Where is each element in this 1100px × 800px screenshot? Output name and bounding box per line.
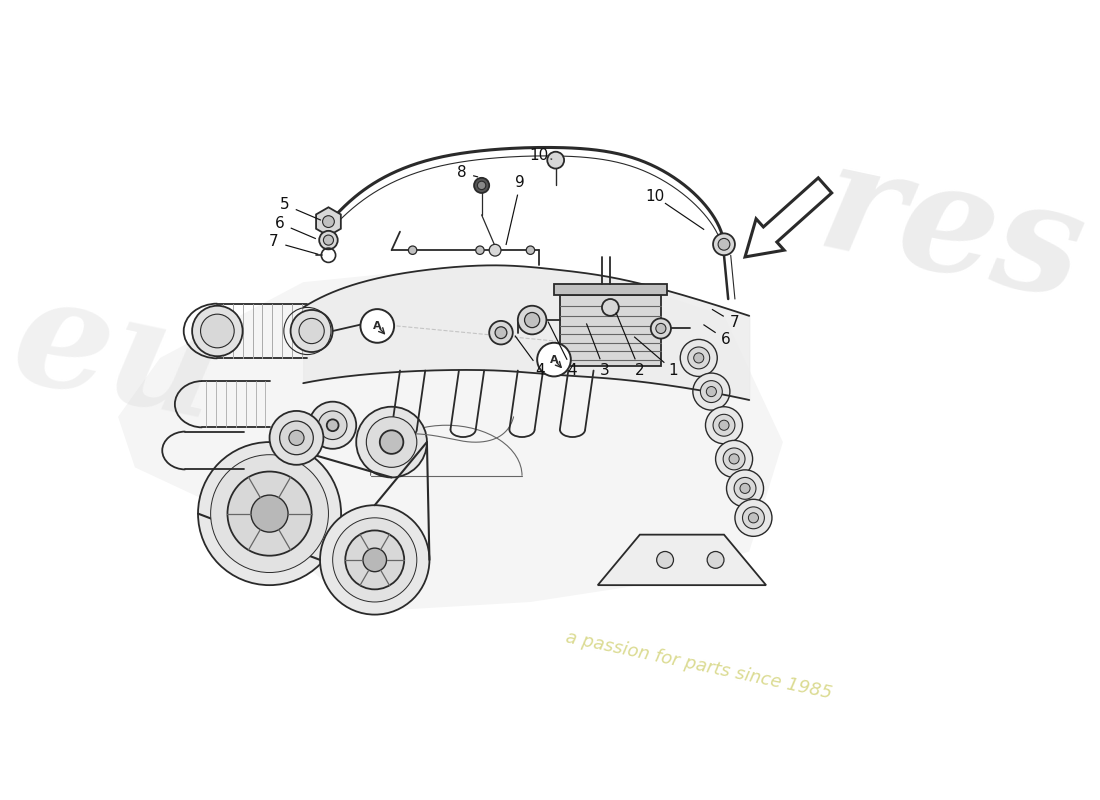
Circle shape: [327, 419, 339, 431]
Text: A: A: [373, 321, 382, 331]
Text: 4: 4: [536, 363, 546, 378]
Polygon shape: [316, 207, 341, 236]
Circle shape: [748, 513, 759, 523]
Circle shape: [332, 518, 417, 602]
Circle shape: [729, 454, 739, 464]
Circle shape: [723, 448, 745, 470]
Circle shape: [726, 470, 763, 507]
Circle shape: [707, 551, 724, 568]
Text: 6: 6: [275, 216, 285, 230]
Circle shape: [490, 244, 500, 256]
Circle shape: [713, 414, 735, 436]
Circle shape: [251, 495, 288, 532]
Circle shape: [299, 318, 324, 344]
Circle shape: [718, 238, 730, 250]
Circle shape: [475, 246, 484, 254]
Circle shape: [477, 181, 486, 190]
Polygon shape: [554, 284, 667, 295]
Text: 10: 10: [646, 189, 664, 204]
Circle shape: [657, 551, 673, 568]
Circle shape: [713, 234, 735, 255]
Text: 6: 6: [720, 332, 730, 347]
Text: 2: 2: [635, 363, 645, 378]
Circle shape: [680, 339, 717, 377]
Circle shape: [361, 309, 394, 342]
Text: 7: 7: [729, 315, 739, 330]
Circle shape: [366, 417, 417, 467]
Circle shape: [656, 323, 666, 334]
Text: 3: 3: [600, 363, 609, 378]
Circle shape: [323, 235, 333, 245]
Text: 8: 8: [456, 166, 466, 180]
Circle shape: [318, 210, 340, 233]
Circle shape: [200, 314, 234, 348]
Circle shape: [740, 483, 750, 494]
Text: a passion for parts since 1985: a passion for parts since 1985: [564, 628, 834, 702]
Text: 4: 4: [568, 363, 578, 378]
Circle shape: [701, 381, 723, 402]
Text: eu: eu: [1, 263, 235, 453]
Circle shape: [526, 246, 535, 254]
Text: A: A: [550, 354, 559, 365]
Circle shape: [322, 216, 334, 227]
Circle shape: [495, 326, 507, 338]
Circle shape: [474, 178, 490, 193]
Circle shape: [198, 442, 341, 585]
Circle shape: [548, 152, 564, 169]
Text: 9: 9: [516, 175, 525, 190]
Polygon shape: [118, 266, 783, 610]
Circle shape: [651, 318, 671, 338]
Text: 7: 7: [268, 234, 278, 250]
Circle shape: [525, 313, 540, 328]
Circle shape: [735, 499, 772, 536]
Circle shape: [356, 406, 427, 478]
Circle shape: [706, 386, 716, 397]
Circle shape: [289, 430, 304, 446]
Circle shape: [228, 471, 311, 556]
Polygon shape: [745, 178, 832, 257]
Circle shape: [319, 231, 338, 250]
Circle shape: [537, 342, 571, 377]
Circle shape: [490, 321, 513, 345]
Circle shape: [318, 411, 346, 439]
Circle shape: [290, 310, 332, 352]
Circle shape: [734, 478, 756, 499]
Circle shape: [279, 421, 313, 454]
Text: res: res: [806, 131, 1096, 332]
Circle shape: [363, 548, 386, 572]
Circle shape: [270, 411, 323, 465]
Circle shape: [210, 454, 329, 573]
Circle shape: [693, 373, 730, 410]
Circle shape: [408, 246, 417, 254]
Circle shape: [345, 530, 404, 590]
Text: 10: 10: [529, 149, 549, 163]
Circle shape: [518, 306, 547, 334]
Circle shape: [719, 420, 729, 430]
Circle shape: [694, 353, 704, 363]
Text: 1: 1: [669, 363, 679, 378]
Circle shape: [309, 402, 356, 449]
Polygon shape: [560, 295, 661, 366]
Text: 5: 5: [279, 198, 289, 212]
Circle shape: [602, 299, 619, 316]
Circle shape: [379, 430, 404, 454]
Circle shape: [192, 306, 243, 356]
Circle shape: [688, 347, 710, 369]
Polygon shape: [597, 534, 766, 585]
Circle shape: [705, 406, 742, 444]
Circle shape: [716, 440, 752, 478]
Circle shape: [742, 507, 764, 529]
Circle shape: [320, 505, 429, 614]
